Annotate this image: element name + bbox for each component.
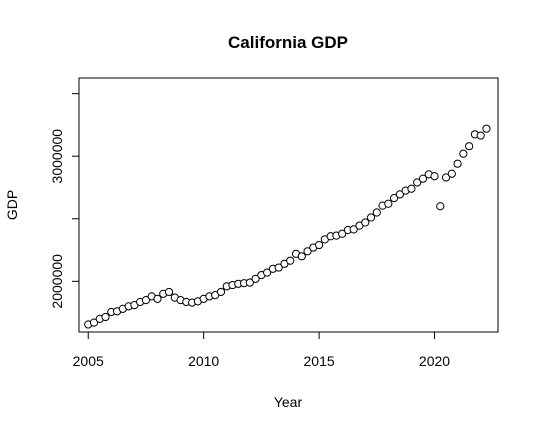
data-point (245, 278, 254, 287)
data-point (251, 274, 260, 283)
data-point (274, 263, 283, 272)
data-point (297, 252, 306, 261)
y-tick-label: 3000000 (49, 129, 65, 184)
data-points (84, 124, 491, 329)
x-tick-label: 2020 (419, 353, 450, 369)
data-point (89, 318, 99, 327)
data-point (153, 294, 162, 303)
data-point (390, 194, 399, 203)
chart-title: California GDP (228, 33, 348, 52)
data-point (441, 173, 451, 182)
y-tick-label: 2000000 (49, 254, 65, 309)
x-axis: 2005 2010 2015 2020 (73, 331, 450, 369)
x-axis-label: Year (274, 394, 303, 410)
x-tick-label: 2015 (304, 353, 335, 369)
data-point (141, 295, 151, 305)
data-point (384, 199, 393, 208)
data-point (407, 184, 416, 193)
data-point (453, 159, 462, 168)
data-point (216, 287, 226, 297)
data-point (418, 174, 428, 183)
data-point (101, 312, 110, 322)
data-point (372, 208, 381, 217)
data-point (263, 268, 272, 277)
data-point (314, 240, 324, 250)
data-point (482, 124, 491, 133)
plot-frame (78, 77, 499, 333)
data-point (459, 149, 468, 158)
data-point (349, 225, 358, 234)
data-point (338, 229, 347, 238)
y-axis: 2000000 3000000 (49, 93, 80, 309)
x-tick-label: 2010 (188, 353, 219, 369)
data-point (436, 202, 445, 211)
data-point (366, 213, 376, 222)
data-point (413, 178, 422, 187)
data-point (164, 287, 174, 297)
data-point (430, 172, 439, 181)
data-point (465, 142, 474, 151)
y-axis-label: GDP (4, 190, 20, 220)
data-point (303, 247, 312, 256)
x-tick-label: 2005 (73, 353, 104, 369)
data-point (447, 169, 456, 178)
data-point (476, 131, 485, 140)
data-point (395, 190, 404, 199)
data-point (361, 218, 370, 227)
data-point (286, 256, 295, 265)
